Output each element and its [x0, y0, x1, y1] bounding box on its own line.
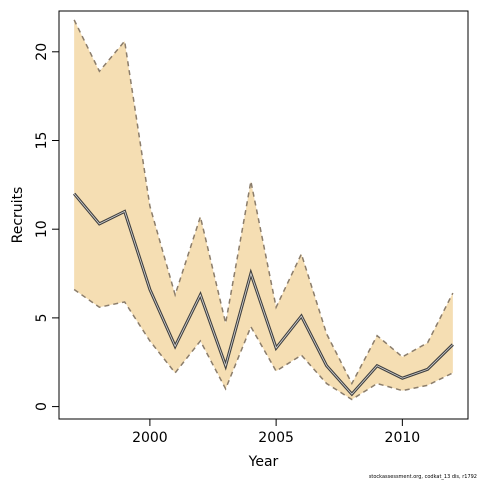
- y-tick-label: 0: [34, 402, 50, 411]
- y-axis-title: Recruits: [10, 187, 26, 244]
- y-tick-label: 20: [34, 43, 50, 61]
- y-tick-label: 5: [34, 313, 50, 322]
- x-tick-label: 2010: [385, 430, 421, 446]
- y-tick-label: 15: [34, 132, 50, 150]
- x-tick-label: 2000: [132, 430, 168, 446]
- x-tick-label: 2005: [258, 430, 294, 446]
- y-tick-label: 10: [34, 220, 50, 238]
- credit-text: stockassessment.org, codkat_13 dis, r179…: [369, 474, 477, 480]
- x-axis-title: Year: [248, 454, 279, 470]
